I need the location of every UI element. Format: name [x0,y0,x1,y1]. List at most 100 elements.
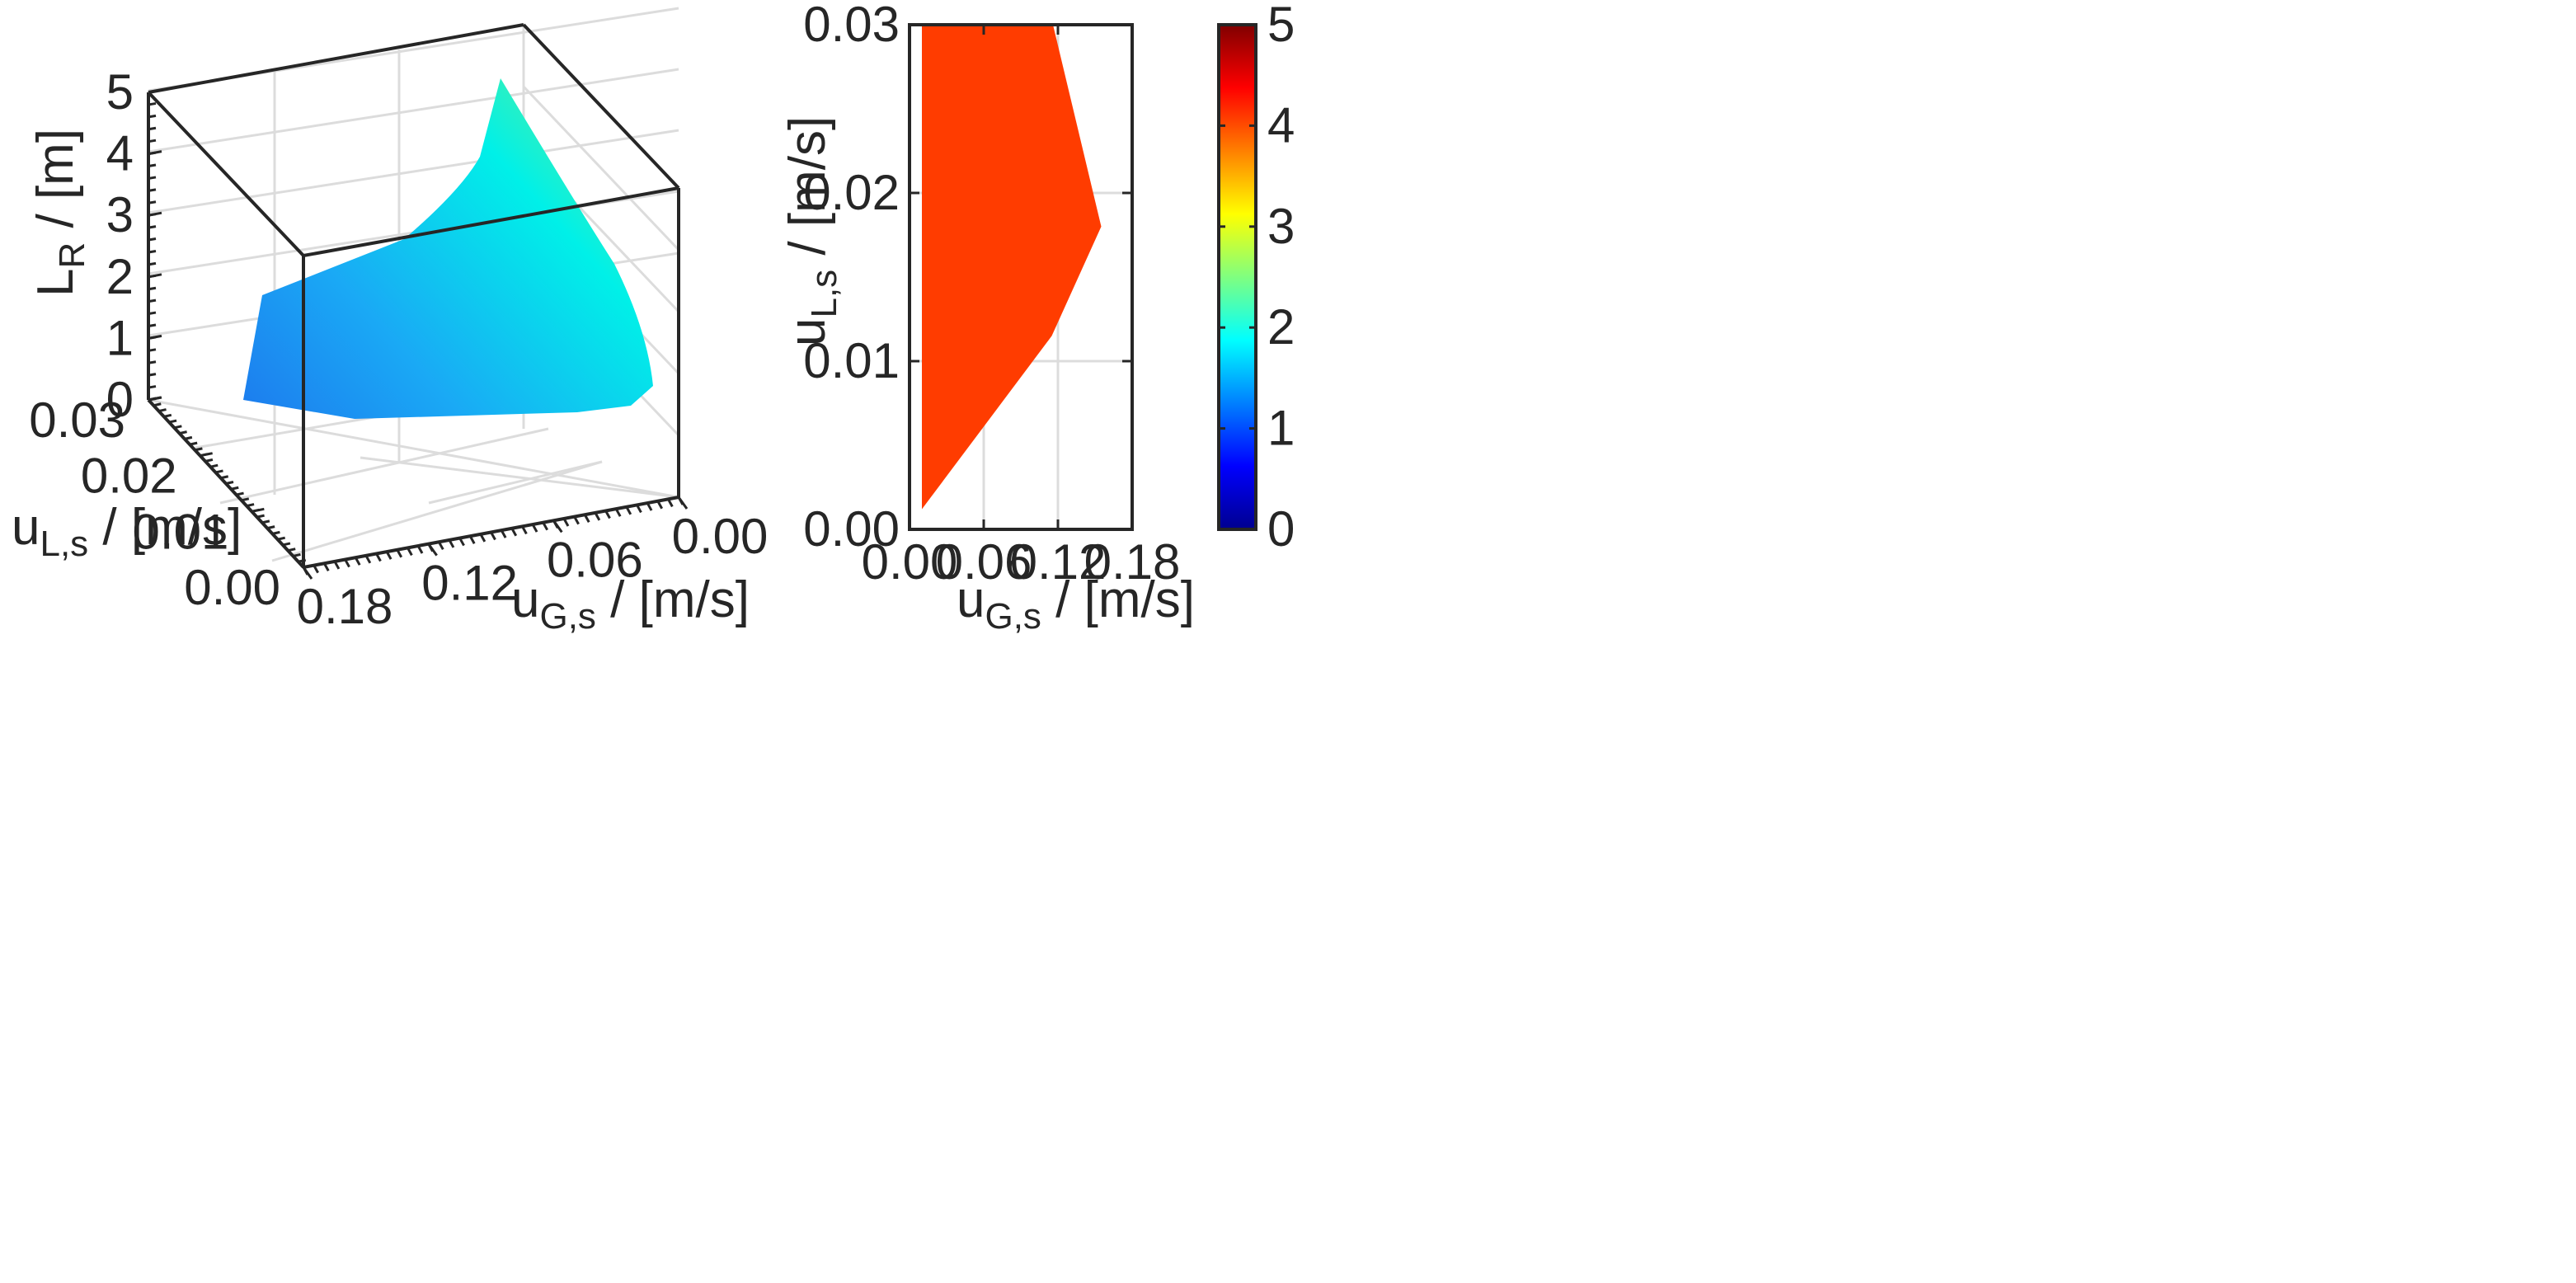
uL-minor-tick-3d [287,548,296,552]
z-minor-tick [148,188,157,192]
colorbar-tick-labels: 0 1 2 3 4 5 [1267,0,1295,557]
uG-tick-label-2d: 0.06 [936,534,1032,590]
z-axis-label: LR / [m] [27,129,92,297]
colorbar-tick-label: 1 [1267,401,1295,456]
uL-minor-tick-3d [174,425,182,430]
uL-tick-label-3d: 0.02 [81,449,177,504]
uL-minor-tick-3d [163,413,172,418]
uL-minor-tick-3d [251,508,260,513]
colorbar-ticks [1219,23,1256,531]
uL-tick-labels-2d: 0.00 0.01 0.02 0.03 [803,0,900,557]
uG-minor-tick-3d [396,549,403,558]
uG-tick-label-3d: 0.12 [421,556,518,611]
uG-minor-tick-3d [656,500,664,510]
uG-minor-tick-3d [313,564,319,574]
uL-minor-tick-3d [200,453,208,458]
z-minor-tick [148,200,157,204]
uG-minor-tick-3d [458,537,465,547]
z-tick-label: 5 [106,64,134,120]
uG-tick-label-3d: 0.18 [297,579,393,634]
uG-minor-tick-3d [479,533,487,543]
uG-tick-label-3d: 0.00 [672,509,769,564]
z-minor-tick [148,261,157,266]
uG-minor-tick-3d [614,508,622,517]
z-minor-tick [148,385,157,389]
uG-minor-tick-3d [322,562,330,572]
uG-minor-tick-3d [448,539,455,548]
uL-minor-tick-3d [293,553,301,557]
z-minor-tick [148,237,157,242]
colorbar-tick-label: 3 [1267,199,1295,254]
uG-minor-tick-3d [407,547,413,557]
uL-minor-tick-3d [215,469,223,474]
uL-minor-tick-3d [298,558,307,563]
uG-minor-tick-3d [677,496,684,505]
uG-minor-tick-3d [333,561,341,570]
uL-minor-tick-3d [266,525,275,530]
z-minor-tick [148,336,157,340]
colorbar-tick-label: 2 [1267,299,1295,355]
uL-minor-tick-3d [209,463,219,468]
z-tick-label: 1 [106,310,134,365]
uG-minor-tick-3d [552,519,559,529]
uG-minor-tick-3d [344,558,350,568]
uL-minor-tick-3d [148,397,157,402]
z-minor-tick [148,274,157,279]
z-tick-labels: 5 4 3 2 1 0 [106,64,134,427]
uG-minor-tick-3d [531,524,538,533]
uL-minor-tick-3d [236,491,244,496]
colorbar-fill [1217,23,1257,531]
uL-minor-tick-3d [225,481,234,485]
uG-tick-labels-3d: 0.18 0.12 0.06 0.00 [297,509,769,634]
z-tick-label: 4 [106,126,134,181]
uL-minor-tick-3d [189,441,198,446]
uL-minor-tick-3d [195,447,203,452]
uG-minor-tick-3d [468,535,476,544]
uG-minor-tick-3d [542,521,549,531]
uG-minor-tick-3d [427,543,434,552]
uG-minor-tick-3d [646,502,653,511]
uL-axis-label-2d: uL,s / [m/s] [779,116,844,346]
uG-minor-tick-3d [364,555,372,564]
z-minor-tick [148,311,157,316]
uG-minor-tick-3d [302,566,309,576]
uG-minor-tick-3d [500,529,507,538]
z-minor-tick [148,298,157,303]
axis-ticks-2d [908,23,1134,531]
uL-minor-tick-3d [246,503,255,508]
z-minor-tick [148,101,157,106]
uL-tick-label-2d: 0.02 [803,165,900,220]
contour-region [922,25,1102,510]
z-tick-label: 2 [106,249,134,304]
contour-plot-2d: 0.000.060.120.18 0.000.010.020.03 uG,s /… [779,0,1195,637]
z-minor-tick [148,225,157,229]
uL-minor-tick-3d [184,435,193,440]
uG-axis-label-3d: uG,s / [m/s] [511,571,750,637]
uL-minor-tick-3d [282,542,291,547]
uL-minor-tick-3d [220,475,229,480]
uL-minor-tick-3d [256,514,265,519]
uG-minor-tick-3d [573,515,580,525]
axis-ticks-3d [148,88,689,580]
uG-axis-label-2d: uG,s / [m/s] [957,571,1195,637]
uL-minor-tick-3d [277,536,285,541]
z-minor-tick [148,163,157,167]
uL-axis-label-3d: uL,s / [m/s] [12,499,242,564]
uL-minor-tick-3d [261,519,270,524]
uG-minor-tick-3d [490,531,496,541]
z-minor-tick [148,126,157,131]
uG-minor-tick-3d [510,528,518,537]
uL-tick-label-3d: 0.00 [184,560,280,615]
uG-minor-tick-3d [667,498,674,508]
z-minor-tick [148,249,157,254]
z-minor-tick [148,286,157,291]
uL-tick-label-2d: 0.03 [803,0,900,52]
uL-minor-tick-3d [204,458,214,463]
colorbar-tick-label: 5 [1267,0,1295,52]
uL-minor-tick-3d [153,402,162,407]
z-minor-tick [148,323,157,327]
z-minor-tick [148,373,157,377]
z-minor-tick [148,151,157,156]
